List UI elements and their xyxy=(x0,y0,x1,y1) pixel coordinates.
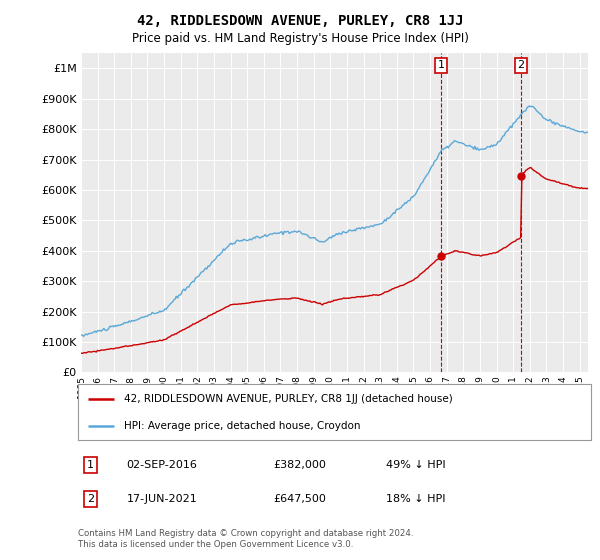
Text: 42, RIDDLESDOWN AVENUE, PURLEY, CR8 1JJ: 42, RIDDLESDOWN AVENUE, PURLEY, CR8 1JJ xyxy=(137,14,463,28)
Text: £647,500: £647,500 xyxy=(273,494,326,504)
Text: £382,000: £382,000 xyxy=(273,460,326,470)
Text: 2: 2 xyxy=(87,494,94,504)
Text: 42, RIDDLESDOWN AVENUE, PURLEY, CR8 1JJ (detached house): 42, RIDDLESDOWN AVENUE, PURLEY, CR8 1JJ … xyxy=(124,394,453,404)
Text: 1: 1 xyxy=(438,60,445,71)
Text: 2: 2 xyxy=(517,60,524,71)
Text: HPI: Average price, detached house, Croydon: HPI: Average price, detached house, Croy… xyxy=(124,421,361,431)
Text: Contains HM Land Registry data © Crown copyright and database right 2024.
This d: Contains HM Land Registry data © Crown c… xyxy=(78,529,413,549)
Text: 17-JUN-2021: 17-JUN-2021 xyxy=(127,494,197,504)
Text: 02-SEP-2016: 02-SEP-2016 xyxy=(127,460,197,470)
Text: 18% ↓ HPI: 18% ↓ HPI xyxy=(386,494,445,504)
Text: 1: 1 xyxy=(88,460,94,470)
Text: Price paid vs. HM Land Registry's House Price Index (HPI): Price paid vs. HM Land Registry's House … xyxy=(131,32,469,45)
Text: 49% ↓ HPI: 49% ↓ HPI xyxy=(386,460,445,470)
